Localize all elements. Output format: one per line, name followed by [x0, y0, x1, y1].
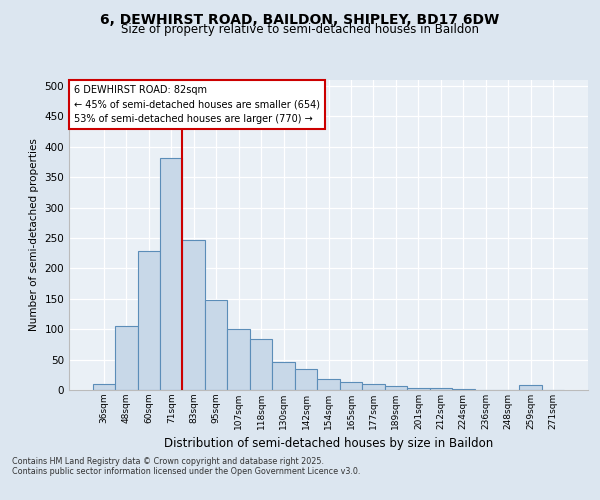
Text: 6 DEWHIRST ROAD: 82sqm
← 45% of semi-detached houses are smaller (654)
53% of se: 6 DEWHIRST ROAD: 82sqm ← 45% of semi-det…: [74, 84, 320, 124]
Bar: [520, 385, 542, 390]
Bar: [295, 370, 317, 390]
Text: Contains public sector information licensed under the Open Government Licence v3: Contains public sector information licen…: [12, 468, 361, 476]
Bar: [182, 240, 205, 390]
Bar: [115, 326, 137, 390]
Bar: [250, 339, 272, 390]
Bar: [205, 300, 227, 390]
Text: Size of property relative to semi-detached houses in Baildon: Size of property relative to semi-detach…: [121, 22, 479, 36]
Text: 6, DEWHIRST ROAD, BAILDON, SHIPLEY, BD17 6DW: 6, DEWHIRST ROAD, BAILDON, SHIPLEY, BD17…: [100, 12, 500, 26]
Text: Contains HM Land Registry data © Crown copyright and database right 2025.: Contains HM Land Registry data © Crown c…: [12, 458, 324, 466]
Bar: [407, 388, 430, 390]
X-axis label: Distribution of semi-detached houses by size in Baildon: Distribution of semi-detached houses by …: [164, 438, 493, 450]
Bar: [317, 379, 340, 390]
Y-axis label: Number of semi-detached properties: Number of semi-detached properties: [29, 138, 39, 332]
Bar: [385, 386, 407, 390]
Bar: [160, 158, 182, 390]
Bar: [272, 362, 295, 390]
Bar: [362, 384, 385, 390]
Bar: [227, 328, 250, 390]
Bar: [340, 382, 362, 390]
Bar: [430, 388, 452, 390]
Bar: [92, 384, 115, 390]
Bar: [137, 252, 160, 390]
